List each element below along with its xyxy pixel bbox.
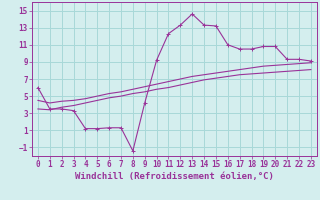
- X-axis label: Windchill (Refroidissement éolien,°C): Windchill (Refroidissement éolien,°C): [75, 172, 274, 181]
